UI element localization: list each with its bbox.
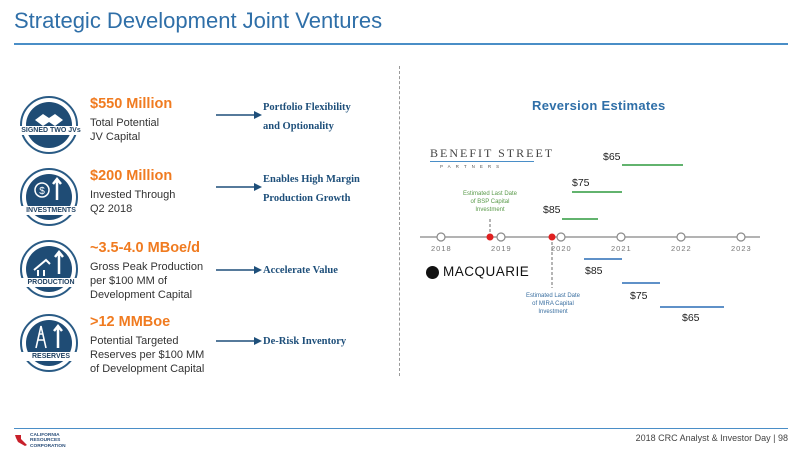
badge-label: INVESTMENTS	[18, 206, 84, 215]
metric-value: ~3.5-4.0 MBoe/d	[90, 240, 200, 256]
mira-price-65: $65	[682, 312, 700, 324]
badge-label: SIGNED TWO JVs	[18, 126, 84, 135]
timeline-tick	[736, 232, 746, 242]
footer-rule	[14, 428, 788, 429]
timeline-tick	[616, 232, 626, 242]
bsp-logo-name: BENEFIT STREET	[430, 146, 555, 160]
jv-row-signed: SIGNED TWO JVs $550 Million Total Potent…	[18, 96, 390, 166]
bsp-price-85: $85	[543, 204, 561, 216]
svg-text:$: $	[39, 186, 45, 197]
metric-value: $200 Million	[90, 168, 173, 184]
oil-pump-icon: PRODUCTION	[18, 240, 84, 298]
bsp-price-75: $75	[572, 177, 590, 189]
metric-description: Gross Peak Production per $100 MM of Dev…	[90, 261, 204, 301]
mira-price-85: $85	[585, 265, 603, 277]
timeline-tick	[436, 232, 446, 242]
benefit-street-logo: BENEFIT STREET PARTNERS	[430, 146, 552, 170]
timeline-tick-label: 2023	[731, 244, 752, 253]
mira-date-note: Estimated Last Date of MIRA Capital Inve…	[525, 293, 581, 315]
arrow-right-icon	[216, 266, 262, 274]
crc-logo-text: CALIFORNIA RESOURCES CORPORATION	[30, 433, 66, 449]
jv-row-production: PRODUCTION ~3.5-4.0 MBoe/d Gross Peak Pr…	[18, 240, 390, 310]
chart-title: Reversion Estimates	[532, 98, 666, 113]
macquarie-mark-icon	[426, 266, 439, 279]
benefit-text: Portfolio Flexibility and Optionality	[263, 102, 351, 132]
timeline-tick-label: 2020	[551, 244, 572, 253]
arrow-right-icon	[216, 337, 262, 345]
metric-value: $550 Million	[90, 96, 173, 112]
title-underline	[14, 43, 788, 45]
metric-description: Invested Through Q2 2018	[90, 189, 176, 215]
timeline-tick-label: 2019	[491, 244, 512, 253]
metric-value: >12 MMBoe	[90, 314, 171, 330]
page-title: Strategic Development Joint Ventures	[14, 8, 383, 33]
mira-price-75: $75	[630, 290, 648, 302]
timeline-tick-label: 2021	[611, 244, 632, 253]
timeline-tick	[676, 232, 686, 242]
section-divider	[399, 66, 400, 376]
macquarie-logo: MACQUARIE	[426, 262, 536, 284]
metric-description: Potential Targeted Reserves per $100 MM …	[90, 335, 205, 375]
timeline-tick	[556, 232, 566, 242]
california-state-icon	[15, 435, 27, 446]
footer-text: 2018 CRC Analyst & Investor Day | 98	[635, 433, 788, 443]
macquarie-logo-name: MACQUARIE	[443, 264, 530, 279]
bsp-price-65: $65	[603, 151, 621, 163]
arrow-right-icon	[216, 183, 262, 191]
bsp-last-date-marker	[486, 233, 494, 241]
badge-label: PRODUCTION	[18, 278, 84, 287]
crc-logo: CALIFORNIA RESOURCES CORPORATION	[14, 432, 94, 449]
benefit-text: De-Risk Inventory	[263, 336, 347, 347]
badge-label: RESERVES	[18, 352, 84, 361]
reserves-tower-icon: RESERVES	[18, 314, 84, 372]
timeline-ticks	[436, 232, 746, 242]
bsp-date-note: Estimated Last Date of BSP Capital Inves…	[462, 191, 518, 213]
arrow-right-icon	[216, 111, 262, 119]
mira-last-date-marker	[548, 233, 556, 241]
timeline-tick-label: 2022	[671, 244, 692, 253]
timeline-tick	[496, 232, 506, 242]
handshake-icon: SIGNED TWO JVs	[18, 96, 84, 154]
dollar-growth-icon: $ INVESTMENTS	[18, 168, 84, 226]
benefit-text: Enables High Margin Production Growth	[263, 174, 360, 204]
timeline-tick-label: 2018	[431, 244, 452, 253]
jv-row-reserves: RESERVES >12 MMBoe Potential Targeted Re…	[18, 314, 390, 384]
metric-description: Total Potential JV Capital	[90, 117, 160, 143]
bsp-logo-sub: PARTNERS	[440, 164, 505, 169]
benefit-text: Accelerate Value	[263, 265, 338, 276]
jv-row-investments: $ INVESTMENTS $200 Million Invested Thro…	[18, 168, 390, 238]
